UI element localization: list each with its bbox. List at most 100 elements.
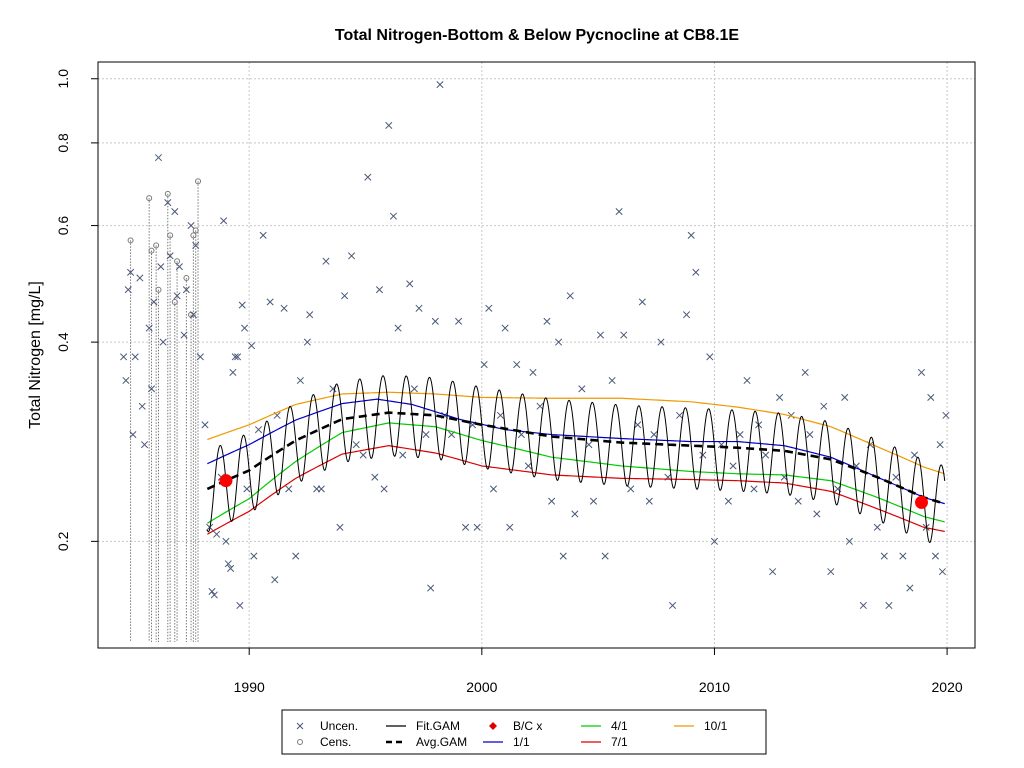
uncensored-point xyxy=(601,552,609,560)
uncensored-point xyxy=(241,324,249,332)
uncensored-point xyxy=(243,485,251,493)
uncensored-point xyxy=(578,385,586,393)
y-tick-label: 0.6 xyxy=(55,216,71,236)
censored-point xyxy=(164,190,171,197)
censored-point xyxy=(148,247,155,254)
uncensored-point xyxy=(880,552,888,560)
uncensored-point xyxy=(769,568,777,576)
uncensored-point xyxy=(455,317,463,325)
uncensored-points xyxy=(120,81,950,610)
uncensored-point xyxy=(501,324,509,332)
uncensored-point xyxy=(259,231,267,239)
x-tick-label: 2000 xyxy=(466,679,497,695)
uncensored-point xyxy=(120,353,128,361)
uncensored-point xyxy=(138,402,146,410)
y-tick-label: 0.2 xyxy=(55,531,71,551)
uncensored-point xyxy=(794,497,802,505)
uncensored-point xyxy=(566,292,574,300)
uncensored-point xyxy=(175,263,183,271)
legend-label: Uncen. xyxy=(320,719,358,733)
uncensored-point xyxy=(385,121,393,130)
uncensored-point xyxy=(608,376,616,385)
uncensored-point xyxy=(394,324,402,332)
plot-frame xyxy=(97,61,976,649)
uncensored-point xyxy=(352,441,360,449)
legend-item: 7/1 xyxy=(581,735,628,749)
censored-point xyxy=(127,237,134,244)
legend-label: 1/1 xyxy=(513,735,530,749)
uncensored-point xyxy=(122,376,130,385)
uncensored-point xyxy=(406,280,414,288)
uncensored-point xyxy=(271,576,279,584)
censored-point xyxy=(171,298,178,305)
series-line-4-1 xyxy=(207,422,945,524)
uncensored-point xyxy=(229,368,237,376)
uncensored-point xyxy=(280,304,288,312)
uncensored-point xyxy=(227,564,235,573)
uncensored-point xyxy=(892,473,900,481)
censored-point xyxy=(167,232,174,239)
legend-item: Avg.GAM xyxy=(386,735,467,749)
censored-point xyxy=(155,286,162,293)
uncensored-point xyxy=(303,338,311,346)
uncensored-point xyxy=(399,451,407,459)
uncensored-point xyxy=(750,485,758,493)
uncensored-point xyxy=(559,552,567,560)
legend-item: Fit.GAM xyxy=(386,719,460,733)
uncensored-point xyxy=(657,338,665,346)
uncensored-point xyxy=(317,485,325,493)
uncensored-point xyxy=(220,217,228,225)
uncensored-point xyxy=(687,231,695,239)
uncensored-point xyxy=(927,393,935,401)
uncensored-point xyxy=(247,342,256,350)
uncensored-point xyxy=(571,510,579,518)
uncensored-point xyxy=(427,584,435,592)
uncensored-point xyxy=(180,331,188,339)
uncensored-point xyxy=(555,338,563,346)
series-line-fit-gam xyxy=(206,375,946,544)
uncensored-point xyxy=(154,154,163,162)
uncensored-point xyxy=(285,485,293,493)
uncensored-point xyxy=(710,537,719,545)
uncensored-point xyxy=(841,393,849,401)
uncensored-point xyxy=(859,601,867,610)
uncensored-point xyxy=(801,368,809,376)
uncensored-point xyxy=(743,376,751,385)
uncensored-point xyxy=(873,523,881,531)
y-axis: 0.2 0.4 0.6 0.8 1.0 xyxy=(55,69,99,551)
uncensored-point xyxy=(899,552,907,560)
uncensored-point xyxy=(524,462,532,470)
uncensored-point xyxy=(589,497,598,505)
uncensored-point xyxy=(171,207,179,216)
uncensored-point xyxy=(620,331,628,339)
uncensored-point xyxy=(336,523,344,531)
uncensored-point xyxy=(236,601,244,610)
uncensored-point xyxy=(548,497,556,505)
uncensored-point xyxy=(250,552,258,560)
uncensored-point xyxy=(124,286,132,294)
uncensored-point xyxy=(389,212,397,220)
uncensored-point xyxy=(543,317,551,325)
uncensored-point xyxy=(201,421,209,429)
uncensored-point xyxy=(182,286,190,294)
uncensored-point xyxy=(489,485,498,493)
x-tick-label: 1990 xyxy=(234,679,265,695)
uncensored-point xyxy=(210,591,218,599)
uncensored-point xyxy=(706,353,714,361)
legend-label: 10/1 xyxy=(704,719,728,733)
uncensored-point xyxy=(682,311,691,319)
legend-label: Cens. xyxy=(320,735,351,749)
uncensored-point xyxy=(348,252,356,260)
legend-box xyxy=(281,709,767,755)
uncensored-point xyxy=(729,462,737,470)
censored-point xyxy=(153,242,160,249)
uncensored-point xyxy=(638,298,646,306)
baseline-change-points xyxy=(219,474,928,509)
uncensored-point xyxy=(676,411,684,419)
uncensored-point xyxy=(208,587,216,596)
legend-item: 10/1 xyxy=(674,719,728,733)
y-axis-label: Total Nitrogen [mg/L] xyxy=(27,281,44,429)
uncensored-point xyxy=(415,304,423,312)
uncensored-point xyxy=(813,510,821,518)
uncensored-point xyxy=(140,441,149,449)
